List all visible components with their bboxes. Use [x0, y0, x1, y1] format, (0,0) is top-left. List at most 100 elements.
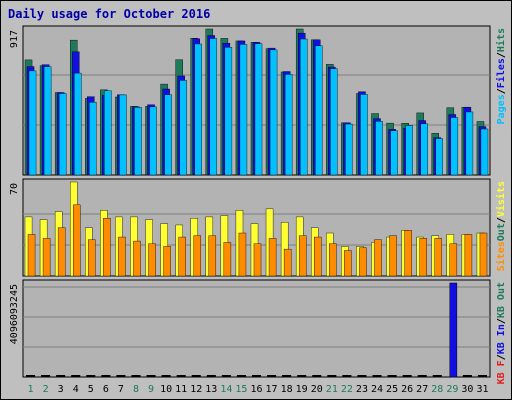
legend-entry: / — [496, 52, 507, 58]
bar-kb-zero — [372, 375, 382, 377]
bar-pages — [194, 43, 202, 176]
legend-entry: Visits — [495, 181, 507, 217]
bar-pages — [315, 45, 323, 176]
panel-middle: 70 SitesOut/Visits — [9, 178, 507, 277]
day-label: 2 — [43, 384, 49, 395]
bar-kb-zero — [432, 375, 442, 377]
day-label: 18 — [281, 384, 293, 395]
bar-kb-zero — [387, 375, 397, 377]
chart-title: Daily usage for October 2016 — [8, 7, 210, 21]
bar-sites — [464, 234, 473, 277]
bar-kb-zero — [101, 375, 111, 377]
legend-entry: KB In — [496, 324, 507, 354]
bar-kb-zero — [327, 375, 337, 377]
bar-pages — [164, 94, 172, 176]
day-label: 5 — [88, 384, 94, 395]
bar-pages — [254, 43, 263, 176]
legend-entry: / — [496, 354, 507, 360]
legend-entry: KB F — [496, 360, 507, 384]
bar-sites — [253, 243, 262, 277]
day-label: 27 — [416, 384, 428, 395]
y-max-label: 70 — [9, 183, 20, 195]
bar-kb-zero — [282, 375, 292, 377]
bar-sites — [163, 246, 171, 277]
bar-pages — [58, 93, 67, 176]
legend-entry: Files — [495, 58, 507, 88]
day-label: 26 — [401, 384, 413, 395]
bar-pages — [224, 47, 233, 176]
bar-kb-zero — [191, 375, 201, 377]
legend: KB F/KB In/KB Out — [496, 282, 507, 384]
bar-kb-zero — [86, 375, 96, 377]
day-label: 19 — [296, 384, 308, 395]
bar-kb-zero — [116, 375, 126, 377]
bar-pages — [299, 38, 308, 176]
bar-kb-zero — [417, 375, 427, 377]
bar-sites — [133, 240, 141, 277]
day-label: 10 — [160, 384, 172, 395]
legend-entry: KB Out — [496, 282, 507, 318]
bar-pages — [345, 123, 353, 176]
bar-kb-zero — [236, 375, 246, 377]
plot-area — [22, 279, 491, 378]
bar-pages — [119, 94, 127, 176]
day-label: 30 — [461, 384, 473, 395]
bar-pages — [330, 68, 338, 176]
day-label: 25 — [386, 384, 398, 395]
bar-sites — [103, 218, 111, 277]
bar-kb-zero — [221, 375, 231, 377]
day-label: 17 — [266, 384, 278, 395]
bar-kb-zero — [56, 375, 66, 377]
bar-sites — [298, 235, 307, 277]
bar-kb-zero — [477, 375, 487, 377]
bar-sites — [88, 239, 96, 277]
bar-pages — [73, 72, 82, 176]
bar-pages — [269, 49, 278, 176]
legend-entry: Sites — [495, 241, 507, 271]
day-label: 8 — [133, 384, 139, 395]
bar-pages — [134, 107, 142, 176]
day-label: 23 — [356, 384, 368, 395]
day-label: 6 — [103, 384, 109, 395]
day-label: 16 — [250, 384, 262, 395]
bar-sites — [208, 235, 217, 277]
bar-kb-zero — [402, 375, 412, 377]
day-label: 1 — [28, 384, 34, 395]
day-label: 7 — [118, 384, 124, 395]
bar-sites — [178, 236, 186, 277]
bar-kb — [449, 282, 458, 378]
legend-entry: / — [496, 88, 507, 94]
bar-sites — [404, 230, 412, 277]
legend-entry: Out — [496, 223, 507, 241]
bar-sites — [419, 238, 427, 277]
day-label: 13 — [205, 384, 217, 395]
bar-sites — [344, 250, 352, 277]
legend: Pages/Files/Hits — [495, 28, 507, 124]
bar-kb-zero — [161, 375, 171, 377]
bar-pages — [435, 138, 444, 176]
bar-kb-zero — [176, 375, 186, 377]
bar-sites — [434, 238, 443, 277]
bar-kb-zero — [146, 375, 156, 377]
bar-sites — [118, 236, 126, 277]
bar-pages — [89, 102, 97, 176]
bar-pages — [28, 70, 37, 176]
bar-sites — [449, 243, 458, 277]
bar-pages — [420, 123, 428, 176]
day-label: 21 — [326, 384, 338, 395]
bar-kb-zero — [71, 375, 81, 377]
day-label: 9 — [148, 384, 154, 395]
bar-sites — [57, 227, 66, 277]
bar-kb-zero — [357, 375, 367, 377]
legend-entry: / — [496, 318, 507, 324]
bar-pages — [405, 125, 413, 176]
day-label: 31 — [476, 384, 488, 395]
day-label: 4 — [73, 384, 79, 395]
bar-sites — [359, 247, 367, 277]
day-label: 24 — [371, 384, 383, 395]
bar-kb-zero — [131, 375, 141, 377]
bar-sites — [283, 248, 292, 277]
